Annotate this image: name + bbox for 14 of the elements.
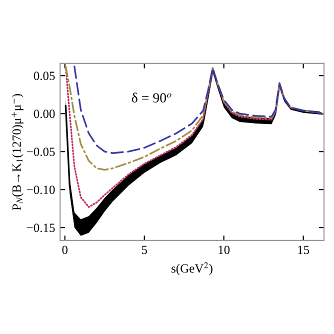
y-tick-label: −0.05: [26, 148, 55, 156]
annotation: δ = 90$^{o}$: [132, 92, 172, 103]
x-axis-title: s(GeV$^{2}$): [172, 262, 212, 276]
x-tick-label: 5: [142, 246, 147, 254]
line-series: [64, 66, 324, 171]
y-tick-label: −0.10: [26, 186, 55, 194]
y-tick-label: −0.15: [26, 224, 55, 232]
x-tick-label: 0: [62, 246, 68, 254]
y-tick-label: 0.00: [34, 110, 55, 118]
x-tick-label: 15: [298, 246, 310, 254]
x-tick-label: 10: [218, 246, 230, 254]
y-tick-label: 0.05: [34, 72, 55, 80]
line-series: [74, 66, 324, 154]
text: P$_{N}$(B→K$_{1}$(1270)μ$^{+}$μ$^{−}$): [12, 94, 24, 210]
